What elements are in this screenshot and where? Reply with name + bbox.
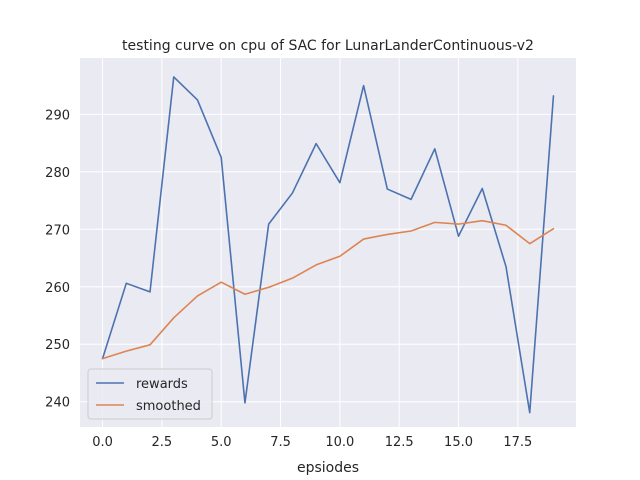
x-tick-label: 0.0: [92, 435, 113, 450]
series-line-rewards: [101, 76, 555, 414]
x-tick-labels: 0.0 2.5 5.0 7.5 10.0 12.5 15.0 17.5: [92, 435, 532, 450]
x-tick-label: 2.5: [152, 435, 173, 450]
y-tick-label: 250: [45, 338, 70, 353]
y-tick-label: 260: [45, 281, 70, 296]
x-tick-label: 12.5: [385, 435, 414, 450]
x-axis-label: epsiodes: [297, 460, 359, 476]
x-tick-label: 10.0: [325, 435, 354, 450]
series-lines: [101, 76, 555, 414]
x-tick-label: 17.5: [503, 435, 532, 450]
x-tick-label: 15.0: [444, 435, 473, 450]
legend-label-smoothed: smoothed: [136, 399, 201, 414]
x-tick-label: 5.0: [211, 435, 232, 450]
series-line-smoothed: [101, 219, 555, 360]
legend-box: [87, 368, 213, 420]
y-tick-label: 290: [45, 108, 70, 123]
chart-title: testing curve on cpu of SAC for LunarLan…: [122, 38, 534, 54]
y-tick-labels: 240 250 260 270 280 290: [45, 108, 70, 410]
legend: rewards smoothed: [87, 368, 213, 420]
y-tick-label: 280: [45, 166, 70, 181]
y-tick-label: 270: [45, 223, 70, 238]
y-tick-label: 240: [45, 396, 70, 411]
legend-label-rewards: rewards: [136, 377, 188, 392]
x-tick-label: 7.5: [270, 435, 291, 450]
plot-area: [80, 58, 576, 427]
